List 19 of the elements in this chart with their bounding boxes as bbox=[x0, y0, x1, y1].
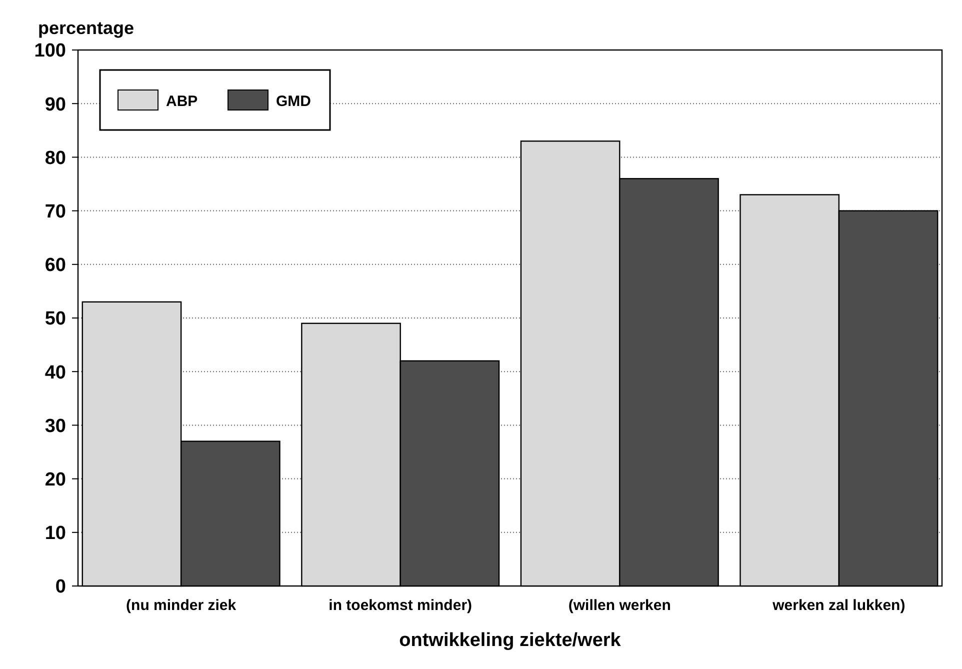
y-axis-title: percentage bbox=[38, 18, 134, 38]
y-tick-label: 90 bbox=[44, 94, 66, 116]
x-axis-title: ontwikkeling ziekte/werk bbox=[399, 630, 622, 651]
x-tick-label: (willen werken bbox=[568, 597, 671, 614]
y-tick-label: 10 bbox=[44, 523, 66, 544]
y-tick-label: 60 bbox=[44, 255, 66, 276]
legend-label: ABP bbox=[166, 93, 198, 110]
y-tick-label: 100 bbox=[34, 40, 66, 62]
y-tick-label: 40 bbox=[44, 362, 66, 384]
x-tick-label: werken zal lukken) bbox=[772, 597, 906, 614]
y-tick-label: 70 bbox=[44, 201, 66, 222]
legend-label: GMD bbox=[276, 93, 312, 110]
x-tick-label: (nu minder ziek bbox=[126, 597, 237, 614]
y-tick-label: 50 bbox=[44, 308, 66, 330]
x-tick-label: in toekomst minder) bbox=[328, 597, 472, 614]
y-tick-label: 0 bbox=[55, 576, 66, 598]
y-tick-label: 20 bbox=[44, 469, 66, 490]
y-tick-label: 30 bbox=[44, 416, 66, 437]
y-tick-label: 80 bbox=[44, 148, 66, 169]
